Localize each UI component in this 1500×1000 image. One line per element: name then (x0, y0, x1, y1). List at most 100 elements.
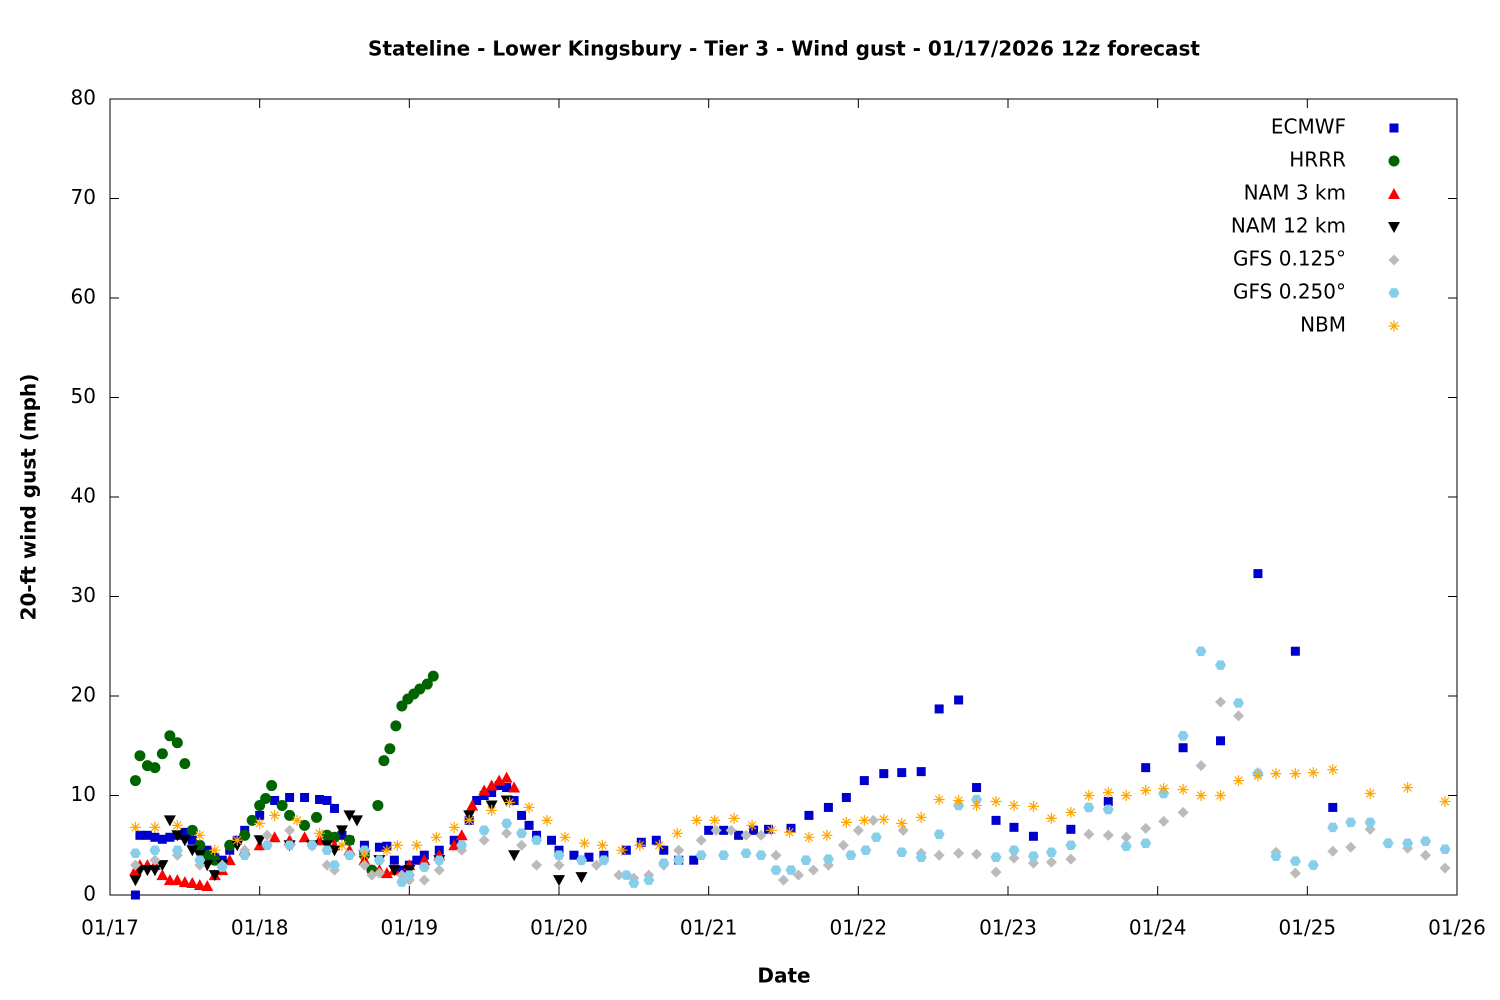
data-point (933, 829, 945, 840)
data-point (1232, 710, 1244, 722)
data-point (620, 870, 632, 880)
data-point (328, 845, 341, 857)
data-point (559, 831, 571, 843)
legend-label: ECMWF (1271, 115, 1346, 139)
data-point (171, 845, 183, 855)
data-point (870, 832, 882, 843)
data-point (531, 835, 543, 846)
data-point (800, 855, 812, 865)
data-point (953, 847, 965, 859)
data-point (343, 850, 355, 860)
legend-label: HRRR (1289, 148, 1346, 172)
x-tick-label: 01/21 (680, 916, 738, 940)
data-point (284, 809, 296, 821)
data-point (1177, 731, 1189, 741)
data-point (590, 859, 602, 871)
data-point (430, 831, 442, 843)
data-point (1327, 822, 1339, 833)
chart-title: Stateline - Lower Kingsbury - Tier 3 - W… (368, 37, 1200, 61)
data-point (613, 869, 625, 881)
data-point (1045, 812, 1057, 824)
data-point (156, 869, 169, 881)
data-point (501, 827, 513, 839)
data-point (1364, 817, 1376, 828)
data-point (171, 874, 184, 886)
data-point (186, 824, 198, 836)
data-point (343, 810, 356, 822)
data-point (1141, 763, 1151, 773)
data-point (718, 850, 730, 860)
data-point (129, 875, 142, 887)
data-point (239, 850, 251, 860)
data-point (740, 848, 752, 858)
data-point (150, 832, 160, 842)
data-point (129, 848, 141, 858)
data-point (298, 831, 311, 843)
data-point (216, 862, 228, 872)
data-point (1439, 862, 1451, 874)
data-point (616, 844, 628, 856)
data-point (384, 743, 396, 755)
data-point (804, 810, 814, 820)
data-point (524, 820, 534, 830)
data-point (823, 802, 833, 812)
legend-label: GFS 0.125° (1233, 247, 1346, 271)
legend-label: NAM 12 km (1231, 214, 1346, 238)
data-point (478, 825, 490, 836)
data-point (879, 769, 889, 779)
y-tick-label: 40 (71, 484, 96, 508)
data-point (378, 755, 390, 767)
data-point (516, 828, 528, 839)
data-point (915, 852, 927, 862)
data-point (859, 776, 869, 786)
data-point (239, 829, 251, 841)
data-point (755, 829, 767, 841)
data-point (821, 829, 833, 841)
data-point (306, 840, 318, 851)
data-point (418, 874, 430, 886)
data-point (201, 860, 214, 872)
data-point (598, 855, 610, 865)
data-point (689, 855, 699, 865)
data-point (509, 795, 519, 805)
data-point (178, 835, 191, 847)
data-point (1215, 660, 1227, 670)
y-tick-label: 60 (71, 285, 96, 309)
data-point (456, 840, 468, 851)
data-point (860, 845, 872, 855)
data-point (972, 783, 982, 793)
data-point (1009, 822, 1019, 832)
data-point (933, 793, 945, 805)
data-point (350, 815, 363, 827)
data-point (734, 830, 744, 840)
data-point (897, 768, 907, 778)
data-point (466, 799, 479, 811)
data-point (478, 784, 491, 796)
data-point (284, 840, 296, 851)
data-point (1215, 790, 1227, 801)
y-tick-label: 50 (71, 384, 96, 408)
data-point (746, 819, 758, 831)
data-point (1140, 785, 1152, 797)
data-point (390, 720, 402, 732)
y-tick-label: 70 (71, 185, 96, 209)
data-point (209, 854, 221, 866)
data-point (411, 839, 423, 851)
data-point (517, 810, 527, 820)
data-point (329, 860, 340, 870)
data-point (896, 817, 908, 829)
data-point (541, 814, 553, 826)
data-point (171, 737, 183, 749)
data-point (343, 834, 355, 846)
data-point (130, 890, 140, 900)
data-point (971, 848, 983, 860)
y-tick-label: 0 (83, 882, 96, 906)
data-point (300, 792, 310, 802)
data-point (508, 781, 521, 793)
data-point (547, 835, 557, 845)
data-point (1253, 569, 1263, 579)
x-tick-label: 01/22 (830, 916, 888, 940)
data-point (149, 845, 161, 855)
data-point (1027, 800, 1039, 812)
data-point (421, 678, 433, 690)
